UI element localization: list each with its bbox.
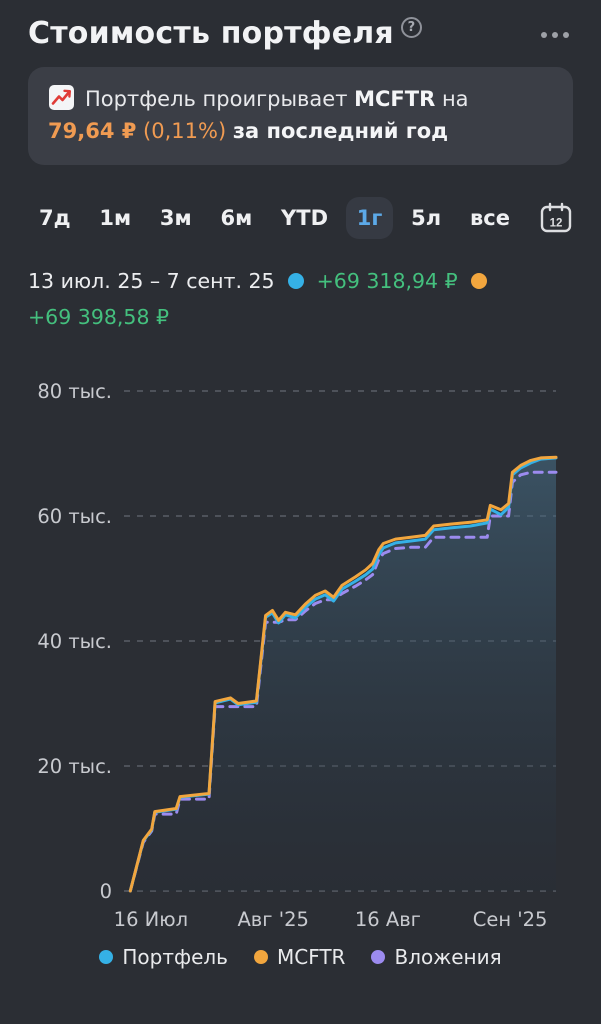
calendar-day-label: 12 [550,217,563,229]
area-fill [130,457,557,891]
series-line-Вложения [128,470,558,893]
help-icon[interactable]: ? [400,17,422,38]
tab-3м[interactable]: 3м [149,197,203,239]
legend-dot [253,949,268,964]
dot-icon [541,32,547,38]
tab-5л[interactable]: 5л [400,197,452,239]
dot-icon [563,32,569,38]
y-tick-label: 40 тыс. [37,630,112,653]
tab-7д[interactable]: 7д [28,197,82,239]
x-tick-label: 16 Июл [114,908,188,931]
y-tick-label: 0 [100,880,112,903]
banner-line1-pre: Портфель проигрывает [85,87,355,111]
tab-6м[interactable]: 6м [209,197,263,239]
legend-dot [99,949,114,964]
legend-item-Вложения: Вложения [371,944,502,969]
series-line-MCFTR [128,455,558,893]
legend-label: Портфель [122,944,228,969]
x-tick-label: Сен '25 [473,908,548,931]
tab-все[interactable]: все [459,197,521,239]
y-tick-label: 20 тыс. [37,755,112,778]
benchmark-name: MCFTR [354,87,436,111]
lag-percent: (0,11%) [143,118,227,143]
benchmark-change-value: +69 398,58 ₽ [28,304,170,329]
tab-YTD[interactable]: YTD [270,197,339,239]
page-title: Стоимость портфеля [28,16,394,51]
banner-suffix: за последний год [232,118,449,143]
legend-label: Вложения [394,944,502,969]
benchmark-dot [470,272,487,289]
date-range-label: 13 июл. 25 – 7 сент. 25 [28,268,275,293]
calendar-icon: 12 [540,202,572,233]
period-selector-row: 7д 1м 3м 6м YTD 1г 5л все 12 [28,196,573,239]
chart-up-icon [49,85,74,110]
dot-icon [552,32,558,38]
period-tabs: 7д 1м 3м 6м YTD 1г 5л все [28,196,521,239]
banner-line1-post: на [435,87,469,111]
header: Стоимость портфеля ? [28,0,573,51]
legend-item-Портфель: Портфель [99,945,228,969]
banner-text: Портфель проигрывает MCFTR на 79,64 ₽ (0… [48,84,553,148]
y-tick-label: 60 тыс. [37,505,112,528]
legend-dot [371,949,386,964]
portfolio-dot [287,272,304,289]
tab-1м[interactable]: 1м [88,197,142,239]
calendar-button[interactable]: 12 [539,202,573,234]
x-tick-label: 16 Авг [355,908,421,931]
portfolio-change-value: +69 318,94 ₽ [316,268,458,293]
y-tick-label: 80 тыс. [37,380,112,403]
lag-amount: 79,64 ₽ [48,118,137,143]
portfolio-chart[interactable]: 80 тыс. 60 тыс. 40 тыс. 20 тыс. 016 Июл Авг '… [0,375,601,935]
legend-label: MCFTR [276,944,346,969]
x-tick-label: Авг '25 [237,908,308,931]
chart-legend: Портфель MCFTR Вложения [28,945,573,969]
benchmark-comparison-banner: Портфель проигрывает MCFTR на 79,64 ₽ (0… [28,67,573,165]
tab-1г[interactable]: 1г [345,196,394,239]
legend-item-MCFTR: MCFTR [253,944,346,969]
range-summary: 13 июл. 25 – 7 сент. 25 +69 318,94 ₽ +69… [28,269,573,329]
more-menu-button[interactable] [531,16,573,48]
